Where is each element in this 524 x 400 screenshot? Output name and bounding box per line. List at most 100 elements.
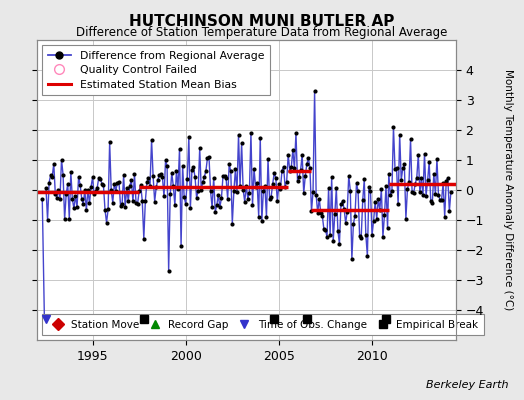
Point (160, 193, 168, 200)
Point (292, 130, 300, 136)
Point (412, 174, 421, 181)
Point (316, 210, 325, 216)
Point (329, 238, 337, 244)
Point (171, 202, 179, 208)
Point (313, 210, 322, 216)
Point (197, 186, 205, 193)
Point (116, 203, 125, 209)
Point (250, 166, 258, 172)
Point (188, 166, 196, 173)
Point (214, 192, 223, 198)
Point (119, 172, 128, 178)
Point (447, 188, 455, 195)
Point (315, 196, 323, 202)
Point (221, 173, 229, 180)
Point (320, 226, 328, 232)
Point (126, 182, 134, 189)
Point (222, 175, 230, 182)
Point (409, 190, 418, 196)
Point (89, 174, 97, 181)
Point (434, 192, 443, 198)
Point (234, 131, 243, 138)
Point (152, 184, 160, 190)
Point (397, 177, 406, 183)
Point (237, 140, 246, 146)
Point (430, 171, 438, 177)
Point (441, 214, 449, 220)
Point (70, 205, 78, 212)
Point (384, 225, 392, 231)
Point (405, 179, 413, 185)
Point (402, 215, 410, 222)
Point (282, 178, 291, 185)
Point (347, 256, 356, 262)
Point (65, 216, 73, 222)
Point (290, 165, 299, 171)
Point (312, 192, 320, 198)
Point (334, 227, 342, 234)
Point (354, 188, 362, 194)
Point (422, 193, 430, 199)
Point (90, 191, 99, 197)
Point (56, 196, 64, 202)
Point (195, 145, 204, 152)
Point (217, 195, 226, 201)
Point (68, 196, 77, 202)
Point (87, 184, 95, 190)
Point (38, 196, 47, 202)
Y-axis label: Monthly Temperature Anomaly Difference (°C): Monthly Temperature Anomaly Difference (… (504, 69, 514, 311)
Point (138, 198, 146, 204)
Point (43, 217, 52, 223)
Point (74, 174, 83, 180)
Point (239, 187, 247, 193)
Point (352, 180, 361, 186)
Point (323, 234, 331, 240)
Point (60, 216, 69, 222)
Point (97, 180, 106, 187)
Point (141, 198, 149, 204)
Point (79, 201, 88, 207)
Point (337, 201, 345, 207)
Point (147, 136, 156, 143)
Point (321, 226, 330, 233)
Point (102, 220, 111, 226)
Point (146, 182, 154, 189)
Point (174, 186, 182, 192)
Point (339, 198, 347, 204)
Point (275, 181, 283, 188)
Point (108, 199, 117, 206)
Point (158, 174, 167, 180)
Point (326, 232, 334, 238)
Point (431, 191, 440, 197)
Point (403, 186, 412, 192)
Text: HUTCHINSON MUNI BUTLER AP: HUTCHINSON MUNI BUTLER AP (129, 14, 395, 29)
Point (267, 194, 275, 200)
Point (307, 208, 315, 214)
Point (186, 205, 194, 211)
Point (124, 198, 133, 204)
Point (244, 196, 252, 202)
Point (99, 182, 107, 188)
Point (382, 183, 390, 190)
Point (268, 181, 277, 187)
Point (205, 154, 213, 160)
Point (368, 232, 376, 238)
Point (176, 145, 184, 152)
Point (149, 173, 157, 180)
Point (411, 181, 419, 187)
Point (110, 180, 118, 187)
Point (130, 171, 139, 178)
Point (172, 168, 181, 174)
Point (202, 168, 210, 174)
Point (206, 188, 215, 195)
Text: Difference of Station Temperature Data from Regional Average: Difference of Station Temperature Data f… (77, 26, 447, 39)
Point (42, 185, 50, 191)
Point (134, 201, 142, 207)
Point (377, 186, 386, 192)
Point (258, 218, 266, 224)
Point (51, 190, 60, 197)
Point (396, 131, 404, 138)
Point (281, 183, 289, 190)
Point (113, 179, 122, 186)
Point (438, 196, 446, 203)
